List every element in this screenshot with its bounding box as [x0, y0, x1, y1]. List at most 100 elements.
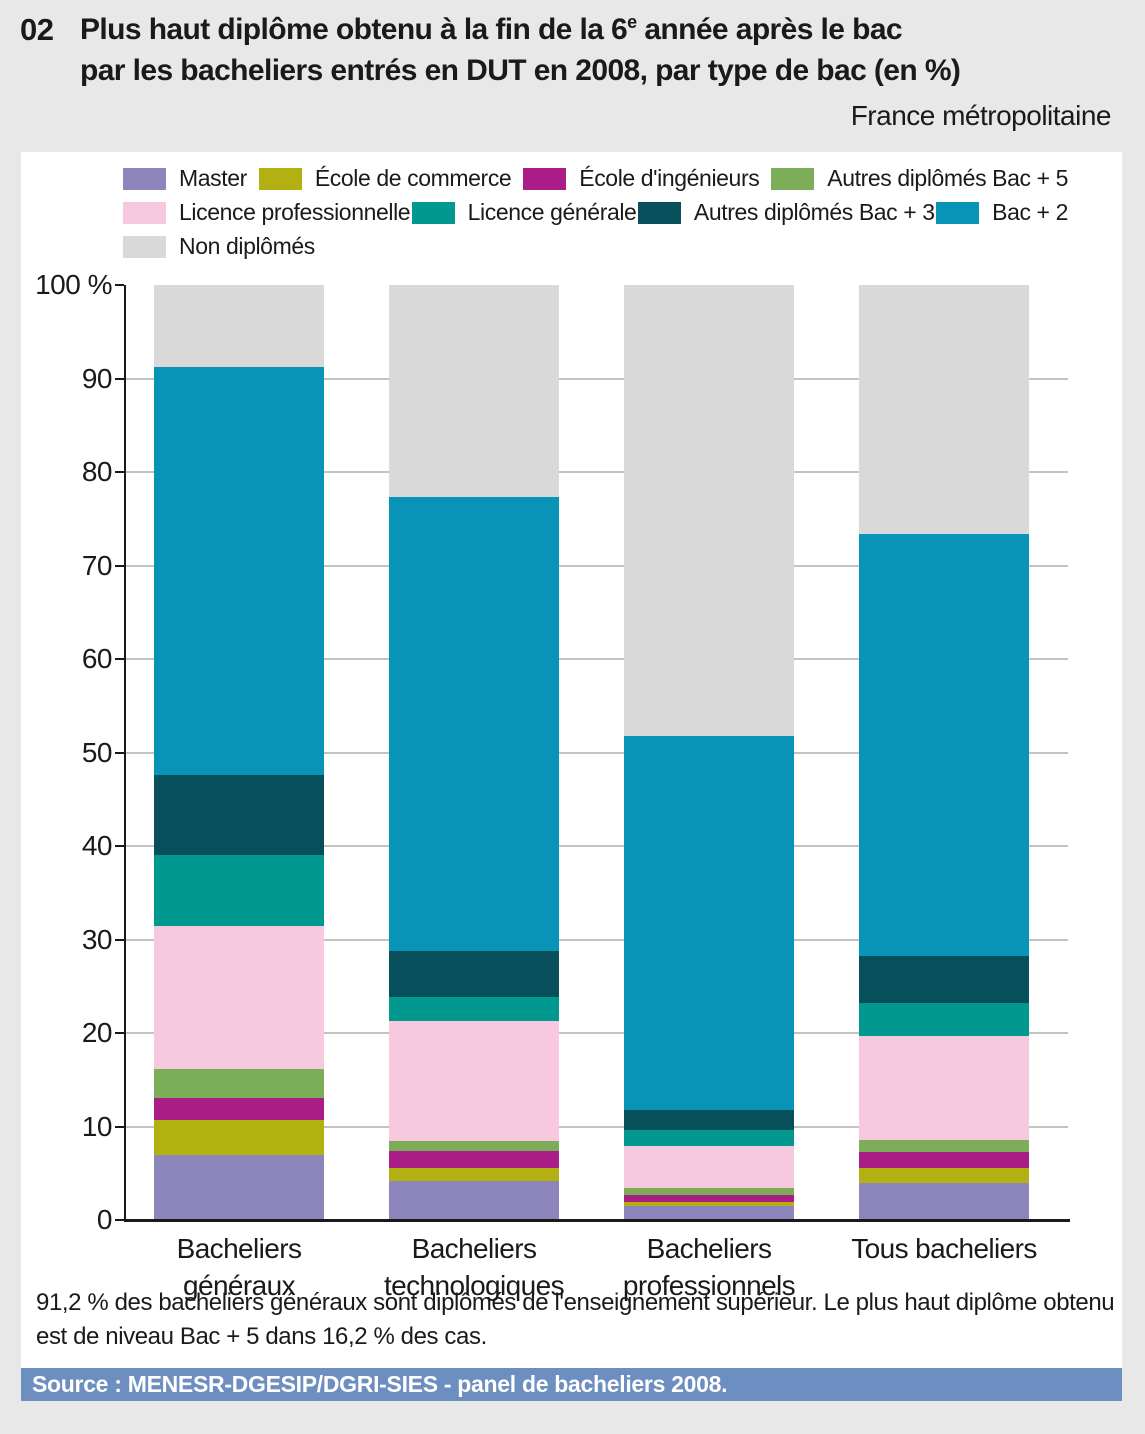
legend-label-ecole-d-ingenieurs: École d'ingénieurs	[579, 165, 760, 191]
y-tick-50	[115, 751, 124, 754]
legend-swatch-bac-2	[936, 201, 980, 224]
gridline-10	[126, 1125, 1068, 1128]
bar-segment-bacheliers-professionnels-autres-diplomes-bac-5	[624, 1188, 794, 1195]
legend-label-ecole-de-commerce: École de commerce	[314, 165, 512, 191]
legend-item-licence-generale: Licence générale	[411, 199, 637, 226]
bar-segment-tous-bacheliers-non-diplomes	[859, 285, 1029, 534]
bar-segment-bacheliers-professionnels-autres-diplomes-bac-3	[624, 1109, 794, 1131]
bar-bacheliers-professionnels	[624, 285, 794, 1220]
legend-item-autres-diplomes-bac-3: Autres diplômés Bac + 3	[637, 199, 935, 226]
legend-label-autres-diplomes-bac-3: Autres diplômés Bac + 3	[693, 199, 935, 225]
legend-item-non-diplomes: Non diplômés	[123, 233, 315, 260]
x-label-line: Bacheliers	[176, 1233, 302, 1264]
legend-swatch-licence-professionnelle	[123, 201, 166, 224]
y-tick-60	[115, 658, 124, 660]
region-note: France métropolitaine	[850, 100, 1112, 131]
bar-segment-tous-bacheliers-autres-diplomes-bac-5	[859, 1139, 1029, 1152]
figure-number: 02	[20, 12, 54, 47]
y-tick-label-0: 0	[96, 1204, 113, 1235]
y-tick-20	[115, 1032, 124, 1034]
x-label-line: généraux	[183, 1270, 296, 1301]
gridline-30	[126, 938, 1068, 941]
bar-segment-bacheliers-generaux-master	[154, 1155, 324, 1220]
gridline-60	[126, 658, 1068, 660]
y-tick-100	[115, 284, 124, 286]
legend-label-licence-professionnelle: Licence professionnelle	[179, 199, 411, 225]
legend-swatch-ecole-d-ingenieurs	[523, 167, 567, 190]
source-bar: Source : MENESR-DGESIP/DGRI-SIES - panel…	[21, 1368, 1122, 1401]
y-tick-90	[115, 377, 124, 380]
bar-segment-bacheliers-professionnels-ecole-d-ingenieurs	[624, 1194, 794, 1203]
bar-segment-tous-bacheliers-ecole-de-commerce	[859, 1167, 1029, 1183]
bar-segment-tous-bacheliers-master	[859, 1182, 1029, 1220]
bar-segment-bacheliers-technologiques-non-diplomes	[389, 285, 559, 498]
bar-segment-bacheliers-technologiques-autres-diplomes-bac-5	[389, 1141, 559, 1151]
bar-segment-bacheliers-technologiques-ecole-de-commerce	[389, 1167, 559, 1181]
bar-segment-bacheliers-professionnels-bac-2	[624, 735, 794, 1110]
y-tick-label-20: 20	[81, 1017, 113, 1048]
y-tick-label-90: 90	[81, 362, 113, 394]
legend-item-licence-professionnelle: Licence professionnelle	[123, 199, 411, 226]
y-tick-label-70: 70	[81, 549, 113, 581]
bar-segment-bacheliers-professionnels-non-diplomes	[624, 285, 794, 736]
bar-segment-bacheliers-professionnels-ecole-de-commerce	[624, 1202, 794, 1206]
legend-swatch-non-diplomes	[123, 235, 166, 258]
gridline-90	[126, 377, 1068, 380]
y-tick-label-100: 100 %	[35, 269, 112, 300]
reading-note: 91,2 % des bacheliers généraux sont dipl…	[36, 1289, 1115, 1350]
y-tick-label-10: 10	[81, 1110, 113, 1142]
legend-label-master: Master	[179, 165, 247, 191]
legend-item-ecole-de-commerce: École de commerce	[258, 165, 512, 192]
bar-segment-bacheliers-technologiques-bac-2	[389, 497, 559, 951]
bar-segment-bacheliers-professionnels-master	[624, 1205, 794, 1220]
bar-tous-bacheliers	[859, 285, 1029, 1220]
gridline-50	[126, 751, 1068, 754]
legend-label-autres-diplomes-bac-5: Autres diplômés Bac + 5	[827, 165, 1068, 191]
bar-segment-bacheliers-professionnels-licence-generale	[624, 1130, 794, 1147]
legend-label-bac-2: Bac + 2	[992, 199, 1068, 225]
x-label-line: professionnels	[622, 1270, 796, 1301]
bar-segment-tous-bacheliers-licence-professionnelle	[859, 1035, 1029, 1140]
legend-row-2: Non diplômés	[123, 233, 1068, 260]
bar-segment-bacheliers-technologiques-autres-diplomes-bac-3	[389, 950, 559, 998]
legend-swatch-autres-diplomes-bac-3	[637, 201, 681, 224]
y-tick-label-40: 40	[81, 830, 113, 861]
legend-swatch-ecole-de-commerce	[258, 167, 302, 190]
y-tick-40	[115, 845, 124, 847]
bar-segment-bacheliers-professionnels-licence-professionnelle	[624, 1146, 794, 1189]
legend-swatch-licence-generale	[411, 201, 455, 224]
bar-bacheliers-technologiques	[389, 285, 559, 1220]
bar-segment-bacheliers-technologiques-licence-professionnelle	[389, 1020, 559, 1142]
legend-item-autres-diplomes-bac-5: Autres diplômés Bac + 5	[771, 165, 1068, 192]
legend-label-non-diplomes: Non diplômés	[179, 233, 315, 259]
bar-segment-bacheliers-technologiques-master	[389, 1180, 559, 1220]
bar-segment-bacheliers-generaux-autres-diplomes-bac-5	[154, 1068, 324, 1098]
bar-segment-bacheliers-generaux-non-diplomes	[154, 285, 324, 368]
legend-row-1: Licence professionnelle Licence générale A…	[123, 199, 1068, 226]
bar-segment-bacheliers-generaux-autres-diplomes-bac-3	[154, 774, 324, 856]
x-axis-line	[124, 1219, 1070, 1222]
x-label-line: Bacheliers	[646, 1233, 772, 1264]
y-tick-label-80: 80	[81, 456, 113, 487]
y-tick-70	[115, 564, 124, 567]
x-label-line: technologiques	[384, 1270, 565, 1301]
bar-segment-bacheliers-generaux-bac-2	[154, 367, 324, 775]
y-tick-30	[115, 938, 124, 941]
y-tick-label-30: 30	[81, 923, 113, 955]
legend-row-0: Master École de commerce École d'ingénieur…	[123, 165, 1068, 192]
legend-swatch-autres-diplomes-bac-5	[771, 167, 815, 190]
y-axis-line	[124, 285, 126, 1221]
x-label-line: Bacheliers	[411, 1233, 537, 1264]
bar-segment-bacheliers-generaux-ecole-d-ingenieurs	[154, 1097, 324, 1120]
bar-segment-bacheliers-generaux-licence-generale	[154, 855, 324, 927]
chart-title-line-2: par les bacheliers entrés en DUT en 2008…	[80, 54, 961, 87]
y-tick-10	[115, 1125, 124, 1128]
legend-label-licence-generale: Licence générale	[467, 199, 637, 225]
gridline-80	[126, 471, 1068, 473]
x-label-tous-bacheliers: Tous bacheliers	[824, 1230, 1064, 1267]
bar-segment-tous-bacheliers-ecole-d-ingenieurs	[859, 1151, 1029, 1168]
bar-segment-bacheliers-generaux-licence-professionnelle	[154, 926, 324, 1069]
x-label-line: Tous bacheliers	[851, 1233, 1037, 1264]
y-tick-label-50: 50	[81, 736, 113, 768]
